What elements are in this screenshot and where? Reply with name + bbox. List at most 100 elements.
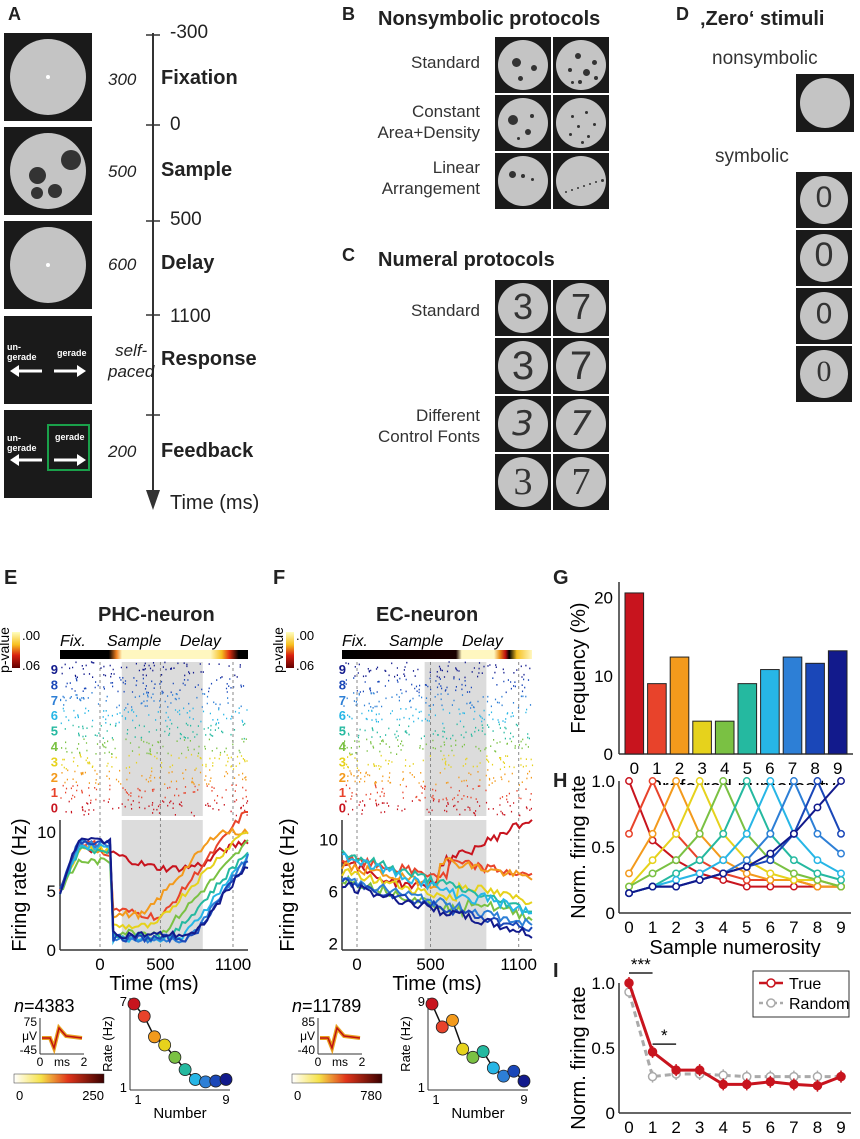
time-axis-label: Time (ms) [170, 492, 260, 514]
bar-6 [760, 669, 780, 755]
raster-label: 0 [339, 801, 346, 816]
tuning-xlabel: Number [451, 1105, 504, 1122]
raster-spikes [343, 692, 532, 709]
numeral-digit: 3 [513, 461, 533, 503]
arrow-left-label: un- gerade [7, 342, 37, 362]
series-point [837, 849, 845, 858]
zero-symbolic-tile: 0 [796, 230, 852, 286]
numeral-digit: 3 [512, 286, 534, 327]
epoch-sample-label: Sample [389, 633, 443, 650]
raster-label: 2 [51, 770, 58, 785]
raster-spikes [343, 723, 530, 740]
series-point [671, 1065, 681, 1075]
waveform-mean [42, 1026, 83, 1051]
series-point [766, 849, 775, 858]
tuning-point [127, 997, 141, 1011]
nonsymbolic-stimulus-tile [495, 153, 551, 209]
numeral-digit: 7 [571, 461, 591, 503]
series-point [789, 876, 798, 884]
row-label-standard: Standard [411, 53, 480, 72]
series-point [789, 869, 798, 878]
x-tick: 6 [766, 918, 775, 937]
arrow-right-label: gerade [57, 348, 87, 358]
bar-5 [737, 683, 758, 755]
x-tick: 6 [766, 1118, 775, 1137]
tuning-point [517, 1074, 531, 1088]
x-tick: 8 [813, 918, 822, 937]
y-tick: 20 [594, 589, 613, 608]
wave-x-tick: 0 [315, 1055, 322, 1069]
wave-tick: -45 [20, 1043, 38, 1057]
numeral-digit: 3 [512, 404, 534, 444]
series-point [813, 803, 822, 812]
row-label-numeral-standard: Standard [411, 301, 480, 320]
raster-label: 7 [339, 693, 346, 708]
nonsymbolic-stimulus-tile [553, 95, 609, 151]
numeral-stimulus-tile: 7 [553, 338, 609, 394]
raster-spikes [60, 692, 242, 709]
feedback-arrows-icon [10, 454, 86, 466]
pvalue-tick-top: .00 [22, 628, 40, 643]
bar-3 [692, 720, 712, 755]
tuning-point [178, 1063, 192, 1077]
raster-spikes [344, 738, 529, 755]
x-tick: 1 [648, 1118, 657, 1137]
series-point [742, 1079, 752, 1090]
x-tick: 0 [624, 918, 633, 937]
series-point [742, 876, 751, 884]
raster-spikes [61, 738, 247, 755]
bar-8 [805, 662, 825, 755]
bar-0 [624, 592, 645, 755]
y-tick: 1.0 [591, 974, 615, 993]
pvalue-colorbar [286, 632, 294, 668]
duration-feedback: 200 [108, 442, 137, 461]
y-tick: 6 [329, 883, 338, 902]
raster-spikes [61, 661, 241, 679]
epoch-delay-label: Delay [462, 633, 504, 650]
x-tick: 0 [95, 955, 104, 974]
series-point [695, 829, 704, 838]
x-tick: 7 [788, 759, 797, 778]
label-symbolic: symbolic [715, 146, 789, 167]
series-point [766, 882, 775, 891]
x-axis-label: Time (ms) [392, 973, 481, 995]
raster-label: 1 [339, 785, 346, 800]
raster-spikes [345, 784, 532, 802]
wave-x-tick: 2 [81, 1055, 88, 1069]
wave-unit: μV [300, 1029, 315, 1043]
raster-label: 5 [51, 724, 58, 739]
y-tick: 2 [329, 935, 338, 954]
legend-true-label: True [789, 976, 821, 993]
numeral-digit: 7 [570, 404, 592, 444]
sig-marker: *** [631, 955, 651, 974]
x-tick: 0 [624, 1118, 633, 1137]
series-point [719, 777, 728, 785]
y-axis-label: Norm. firing rate [568, 775, 590, 918]
panel-d-title: ‚Zero‘ stimuli [700, 8, 825, 30]
wave-x-unit: ms [54, 1055, 70, 1069]
tuning-series-0 [628, 780, 841, 888]
psth-curve [59, 844, 249, 941]
numeral-digit: 7 [570, 286, 592, 327]
n-count: n=11789 [292, 996, 361, 1016]
feedback-box [47, 424, 90, 471]
y-axis-label: Firing rate (Hz) [277, 818, 299, 951]
x-tick: 7 [789, 1118, 798, 1137]
series-point [718, 1070, 728, 1081]
psth-curve [341, 882, 533, 939]
epoch-delay: Delay [161, 252, 215, 274]
raster-spikes [60, 784, 247, 802]
series-point [695, 777, 704, 785]
tick-500: 500 [170, 209, 202, 230]
panel-b-title: Nonsymbolic protocols [378, 8, 601, 30]
raster-spikes [345, 677, 530, 694]
tuning-xlabel: Number [153, 1105, 206, 1122]
series-true [627, 982, 842, 1088]
tuning-x-tick: 9 [222, 1092, 229, 1107]
x-tick: 8 [810, 759, 819, 778]
y-tick: 0.5 [591, 1039, 615, 1058]
wave-unit: μV [22, 1029, 37, 1043]
series-point [625, 777, 633, 785]
series-point [813, 882, 822, 891]
tuning-y-tick: 9 [418, 994, 425, 1009]
